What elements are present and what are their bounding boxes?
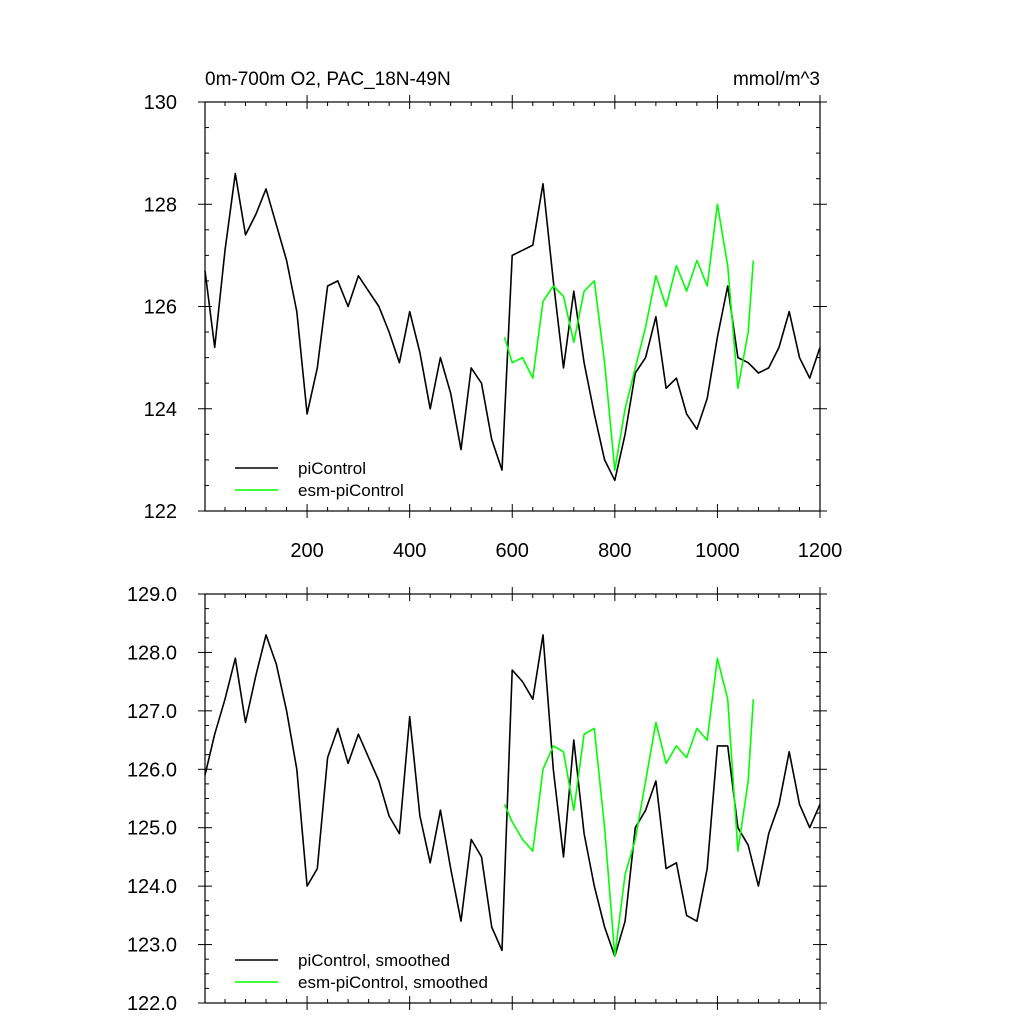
- bottom-plot-frame: [204, 593, 821, 1004]
- top-legend-label: piControl: [298, 459, 366, 478]
- top-xtick-label: 600: [496, 540, 529, 562]
- bottom-series-line-picontrol: [204, 634, 821, 958]
- bottom-ytick-label: 122.0: [127, 993, 177, 1015]
- top-xtick-label: 1000: [695, 540, 740, 562]
- top-plot-frame: [204, 101, 821, 512]
- bottom-ytick-label: 129.0: [127, 584, 177, 606]
- bottom-ytick-label: 123.0: [127, 935, 177, 957]
- bottom-ytick-label: 127.0: [127, 701, 177, 723]
- bottom-legend-label: piControl, smoothed: [298, 951, 450, 970]
- bottom-panel: 122.0 123.0 124.0 125.0 126.0 127.0 128.0 129.0…: [127, 584, 827, 1015]
- top-xtick-label: 400: [393, 540, 426, 562]
- top-series-line-picontrol: [204, 172, 821, 482]
- bottom-ytick-label: 124.0: [127, 876, 177, 898]
- top-xtick-label: 200: [290, 540, 323, 562]
- top-title-right: mmol/m^3: [733, 69, 820, 90]
- top-ytick-label: 126: [144, 297, 177, 319]
- top-series-line-esm-picontrol: [503, 203, 755, 471]
- top-xtick-label: 1200: [798, 540, 843, 562]
- top-ytick-label: 128: [144, 194, 177, 216]
- bottom-ytick-label: 126.0: [127, 759, 177, 781]
- bottom-series-group: [204, 634, 821, 958]
- top-ytick-label: 124: [144, 399, 177, 421]
- top-xtick-label: 800: [598, 540, 631, 562]
- top-legend: piControl esm-piControl: [235, 459, 404, 500]
- bottom-legend: piControl, smoothed esm-piControl, smooth…: [235, 951, 488, 992]
- bottom-series-line-esm-picontrol: [503, 657, 755, 958]
- top-axis-ticks: 200 400 600 800 1000 1200 122 124 126 128 130: [144, 92, 843, 562]
- bottom-ytick-label: 128.0: [127, 642, 177, 664]
- top-ytick-label: 130: [144, 92, 177, 114]
- bottom-legend-label: esm-piControl, smoothed: [298, 973, 488, 992]
- top-panel: 0m-700m O2, PAC_18N-49N mmol/m^3 200 400 6…: [144, 69, 843, 562]
- top-series-group: [204, 172, 821, 482]
- top-ytick-label: 122: [144, 501, 177, 523]
- bottom-ytick-label: 125.0: [127, 818, 177, 840]
- bottom-axis-ticks: 122.0 123.0 124.0 125.0 126.0 127.0 128.0 129.0: [127, 584, 827, 1015]
- top-title-left: 0m-700m O2, PAC_18N-49N: [205, 69, 451, 90]
- top-legend-label: esm-piControl: [298, 481, 404, 500]
